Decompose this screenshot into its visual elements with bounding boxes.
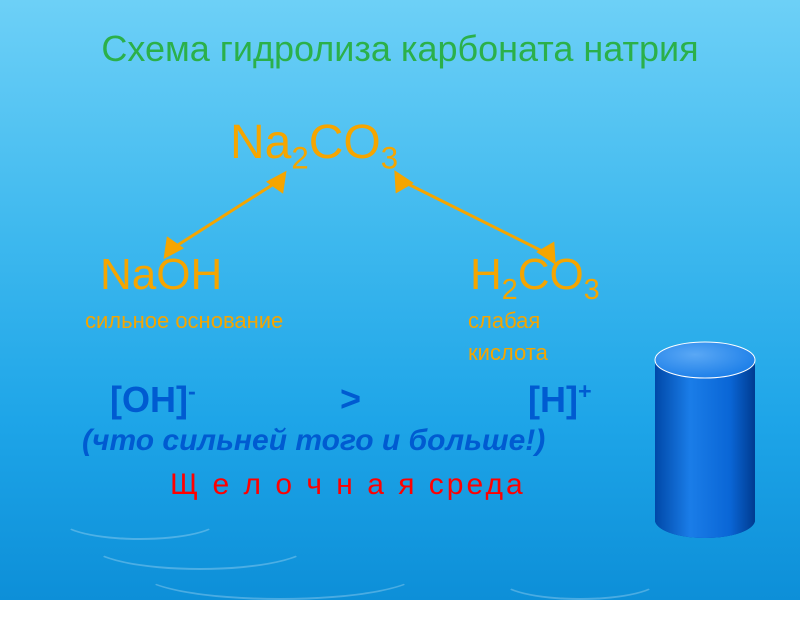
left-description: сильное основание [85, 308, 283, 334]
ion-right: [H]+ [528, 378, 592, 421]
formula-part: CO [309, 116, 381, 169]
main-formula: Na2CO3 [230, 115, 398, 177]
ion-left: [OH]- [110, 378, 196, 421]
ripple [140, 545, 420, 600]
ion-text: [H] [528, 379, 578, 420]
right-description-line1: слабая [468, 308, 540, 334]
formula-part: O [156, 250, 190, 299]
formula-part: H [470, 250, 502, 299]
formula-sub: 3 [584, 274, 600, 306]
formula-sub: 2 [502, 274, 518, 306]
slide-title: Схема гидролиза карбоната натрия [0, 28, 800, 70]
right-description-line2: кислота [468, 340, 548, 366]
right-product-formula: H2CO3 [470, 250, 600, 307]
ion-text: [OH] [110, 379, 188, 420]
environment-label: Щ е л о ч н а я среда [170, 468, 526, 502]
formula-part: Na [230, 116, 291, 169]
note-text: (что сильней того и больше!) [82, 424, 545, 458]
formula-part: H [190, 250, 222, 299]
ion-charge: - [188, 378, 196, 404]
formula-part: CO [518, 250, 584, 299]
left-product-formula: NaOH [100, 250, 222, 300]
greater-than: > [340, 378, 361, 420]
cylinder-shape [650, 340, 760, 540]
formula-part: Na [100, 250, 156, 299]
ripple [530, 578, 750, 623]
ion-charge: + [578, 378, 592, 404]
